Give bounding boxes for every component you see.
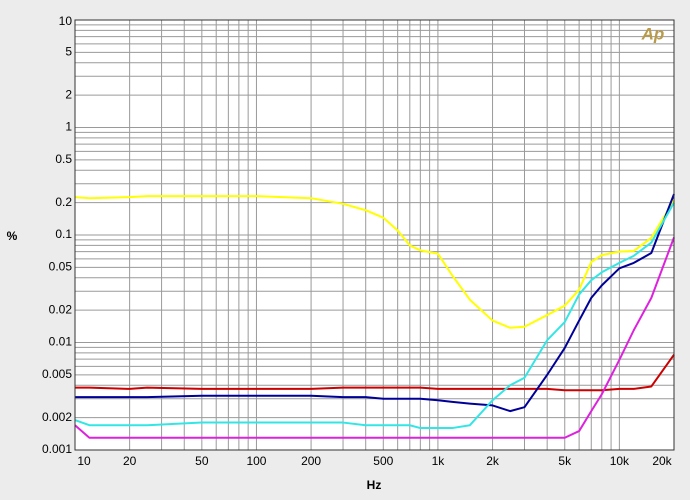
x-tick-label: 20k [652, 454, 672, 468]
y-tick-label: 0.1 [55, 227, 72, 241]
plot-frame [74, 19, 675, 451]
y-tick-label: 10 [59, 14, 73, 28]
x-tick-label: 1k [432, 454, 446, 468]
y-tick-label: 0.002 [42, 410, 72, 424]
y-tick-label: 0.5 [55, 152, 72, 166]
y-tick-label: 0.02 [49, 302, 73, 316]
x-tick-label: 500 [373, 454, 393, 468]
y-tick-label: 0.01 [49, 335, 73, 349]
y-axis-label: % [7, 229, 18, 243]
x-tick-label: 10 [77, 454, 91, 468]
y-tick-label: 5 [65, 45, 72, 59]
y-tick-label: 0.001 [42, 442, 72, 456]
x-tick-label: 2k [486, 454, 500, 468]
x-axis-label: Hz [367, 478, 382, 492]
y-tick-label: 0.05 [49, 260, 73, 274]
series-line [74, 237, 675, 439]
x-tick-label: 5k [558, 454, 572, 468]
series-line [74, 195, 675, 329]
x-tick-label: 200 [301, 454, 321, 468]
x-tick-label: 50 [195, 454, 209, 468]
series-line [75, 354, 675, 392]
series-line [75, 193, 675, 413]
x-tick-label: 20 [123, 454, 137, 468]
x-tick-label: 100 [246, 454, 266, 468]
logo: Ap [641, 24, 665, 43]
x-tick-label: 10k [610, 454, 630, 468]
y-tick-label: 0.2 [55, 195, 72, 209]
y-tick-label: 1 [65, 120, 72, 134]
series-line [74, 202, 675, 430]
y-tick-label: 2 [65, 87, 72, 101]
y-tick-label: 0.005 [42, 367, 72, 381]
